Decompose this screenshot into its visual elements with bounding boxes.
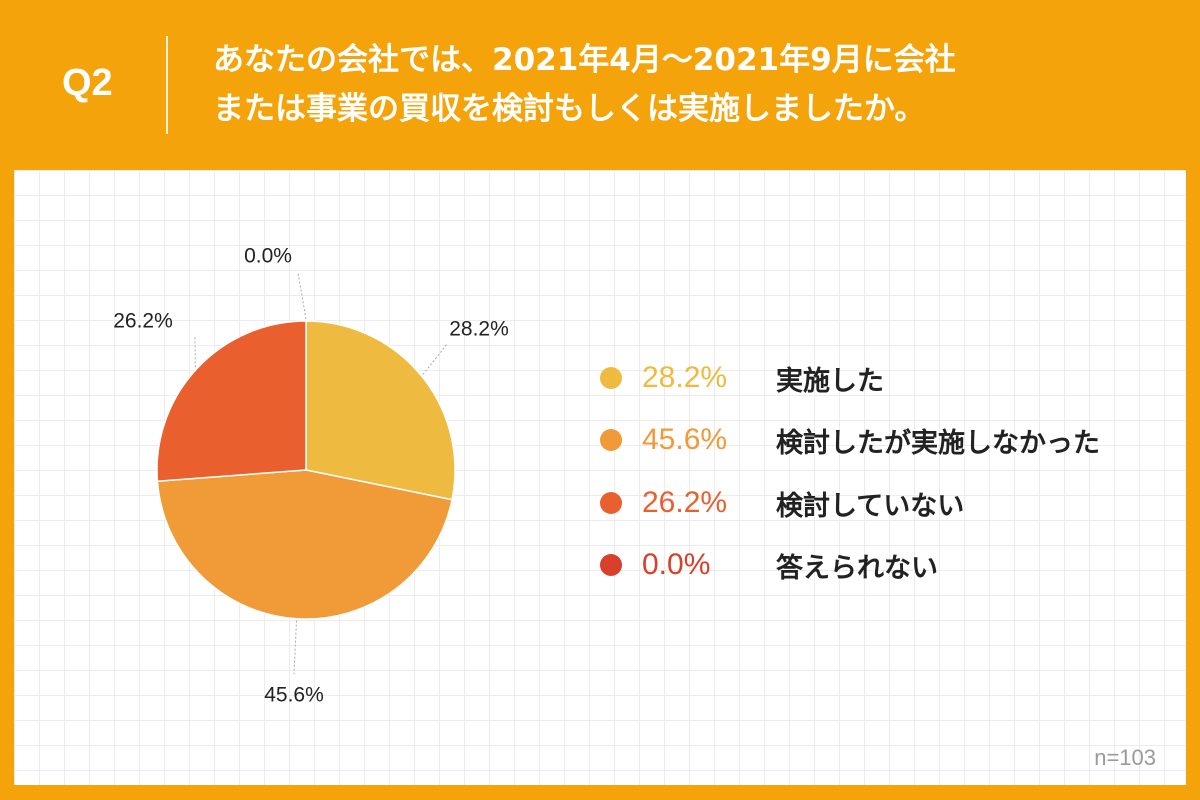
legend-item-not-considered: 26.2% 検討していない [600, 483, 964, 523]
question-number: Q2 [62, 62, 113, 104]
header: Q2 あなたの会社では、2021年4月〜2021年9月に会社 または事業の買収を… [0, 0, 1200, 170]
data-label-implemented: 28.2% [449, 318, 509, 341]
pie-slice-implemented [305, 320, 456, 501]
leader-line-considered-not-implemented [293, 620, 298, 675]
question-text: あなたの会社では、2021年4月〜2021年9月に会社 または事業の買収を検討も… [213, 36, 1173, 134]
legend-label-implemented: 実施した [776, 365, 884, 397]
header-divider [166, 36, 168, 134]
data-label-not-considered: 26.2% [113, 310, 173, 333]
legend-item-considered-not-implemented: 45.6% 検討したが実施しなかった [600, 420, 1100, 460]
data-labels: 28.2% 45.6% 26.2% 0.0% [113, 245, 509, 707]
legend-item-cannot-answer: 0.0% 答えられない [600, 545, 938, 585]
legend-dot-cannot-answer [600, 554, 622, 576]
leader-lines [194, 272, 448, 675]
pie-slice-not-considered [156, 320, 307, 483]
legend-percent-implemented: 28.2% [642, 361, 728, 394]
legend-dot-not-considered [600, 492, 622, 514]
pie-slice-considered-not-implemented [156, 469, 453, 620]
legend-dot-considered-not-implemented [600, 429, 622, 451]
question-line-2: または事業の買収を検討もしくは実施しましたか。 [213, 91, 926, 127]
question-line-1: あなたの会社では、2021年4月〜2021年9月に会社 [213, 42, 956, 78]
leader-line-cannot-answer [297, 272, 307, 320]
data-label-considered-not-implemented: 45.6% [264, 684, 324, 707]
legend-percent-considered-not-implemented: 45.6% [642, 423, 728, 456]
data-label-cannot-answer: 0.0% [244, 245, 292, 268]
legend-label-cannot-answer: 答えられない [776, 552, 938, 584]
leader-line-implemented [422, 343, 448, 375]
legend-dot-implemented [600, 367, 622, 389]
legend-label-considered-not-implemented: 検討したが実施しなかった [776, 427, 1100, 459]
legend-percent-not-considered: 26.2% [642, 486, 728, 519]
pie-chart: 28.2% 45.6% 26.2% 0.0% [113, 245, 509, 707]
legend-item-implemented: 28.2% 実施した [600, 358, 884, 398]
legend-label-not-considered: 検討していない [776, 490, 965, 522]
pie-slices [156, 320, 456, 620]
legend-percent-cannot-answer: 0.0% [642, 548, 711, 581]
chart-panel: 28.2% 45.6% 26.2% 0.0% 28.2% 実施した 45.6% 検討し… [14, 170, 1186, 785]
sample-size: n=103 [1094, 745, 1156, 770]
